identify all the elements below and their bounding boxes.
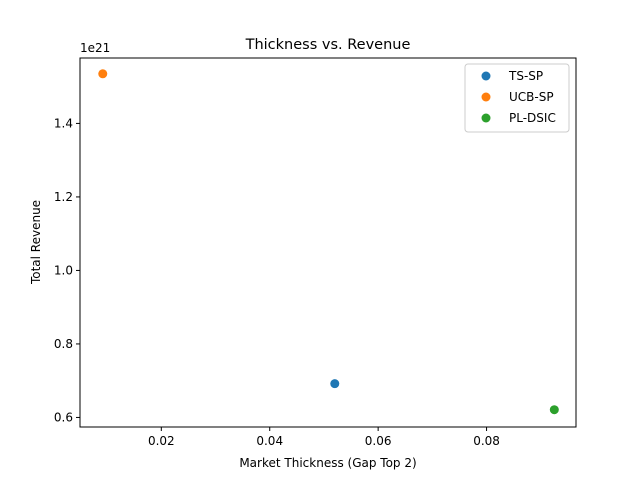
chart-title: Thickness vs. Revenue: [245, 37, 411, 53]
x-tick-label: 0.02: [148, 434, 175, 448]
y-axis-label: Total Revenue: [29, 200, 43, 285]
y-offset-text: 1e21: [80, 41, 110, 55]
y-tick-label: 1.0: [54, 263, 73, 277]
y-tick-label: 1.2: [54, 190, 73, 204]
y-tick-label: 1.4: [54, 116, 73, 130]
x-tick-label: 0.08: [473, 434, 500, 448]
x-tick-label: 0.06: [365, 434, 392, 448]
legend-label-ts-sp: TS-SP: [508, 69, 543, 83]
legend-marker-ucb-sp: [481, 92, 491, 102]
legend-label-ucb-sp: UCB-SP: [509, 90, 554, 104]
y-tick-label: 0.6: [54, 410, 73, 424]
legend-marker-ts-sp: [481, 71, 491, 81]
legend-label-pl-dsic: PL-DSIC: [509, 111, 556, 125]
data-point-pl-dsic: [549, 405, 559, 415]
x-tick-label: 0.04: [256, 434, 283, 448]
legend: TS-SP UCB-SP PL-DSIC: [464, 63, 570, 133]
legend-box: [464, 63, 570, 133]
data-point-ucb-sp: [98, 69, 108, 79]
x-axis-label: Market Thickness (Gap Top 2): [239, 456, 416, 470]
data-point-ts-sp: [330, 379, 340, 389]
y-tick-label: 0.8: [54, 337, 73, 351]
plot-area: 0.02 0.04 0.06 0.08 0.6 0.8 1.0 1.2 1.4: [54, 57, 577, 448]
axes-frame: [79, 57, 577, 428]
legend-marker-pl-dsic: [481, 113, 491, 123]
